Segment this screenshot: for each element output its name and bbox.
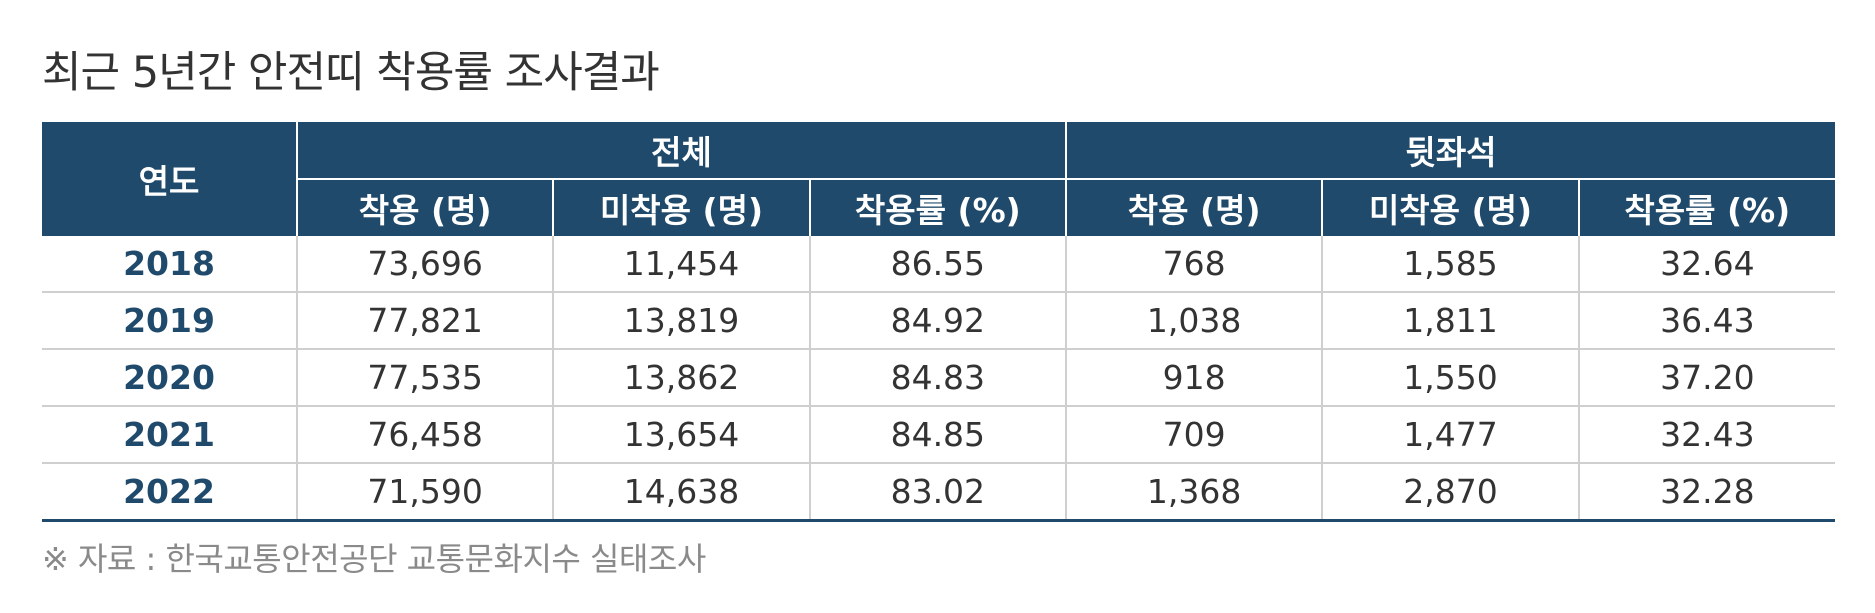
year-column-header: 연도 bbox=[42, 122, 297, 236]
cell-total-not-worn: 13,862 bbox=[552, 349, 810, 407]
table-row: 2020 77,535 13,862 84.83 918 1,550 37.20 bbox=[42, 349, 1836, 407]
cell-total-rate: 84.92 bbox=[808, 292, 1066, 350]
cell-rear-rate: 32.64 bbox=[1577, 236, 1836, 293]
cell-total-not-worn: 13,819 bbox=[552, 292, 810, 350]
cell-rear-rate: 36.43 bbox=[1577, 292, 1836, 350]
cell-total-not-worn: 13,654 bbox=[552, 406, 810, 464]
table-row: 2022 71,590 14,638 83.02 1,368 2,870 32.… bbox=[42, 463, 1836, 522]
table-body: 2018 73,696 11,454 86.55 768 1,585 32.64… bbox=[42, 236, 1836, 522]
cell-total-worn: 77,821 bbox=[295, 292, 554, 350]
year-cell: 2022 bbox=[42, 463, 297, 522]
table-header: 연도 전체 뒷좌석 착용 (명) 미착용 (명) 착용률 (%) 착용 (명) … bbox=[42, 122, 1836, 236]
year-cell: 2020 bbox=[42, 349, 297, 407]
table-row: 2021 76,458 13,654 84.85 709 1,477 32.43 bbox=[42, 406, 1836, 464]
group-header-rear-seat: 뒷좌석 bbox=[1064, 122, 1836, 179]
cell-total-worn: 77,535 bbox=[295, 349, 554, 407]
group-header-total: 전체 bbox=[296, 122, 1066, 179]
cell-rear-not-worn: 1,811 bbox=[1321, 292, 1579, 350]
cell-total-rate: 83.02 bbox=[808, 463, 1066, 522]
cell-total-worn: 73,696 bbox=[295, 236, 554, 293]
source-note: ※ 자료 : 한국교통안전공단 교통문화지수 실태조사 bbox=[42, 540, 706, 578]
cell-total-not-worn: 14,638 bbox=[552, 463, 810, 522]
cell-rear-worn: 918 bbox=[1064, 349, 1323, 407]
cell-rear-worn: 1,368 bbox=[1064, 463, 1323, 522]
cell-total-rate: 84.83 bbox=[808, 349, 1066, 407]
cell-rear-worn: 768 bbox=[1064, 236, 1323, 293]
cell-total-not-worn: 11,454 bbox=[552, 236, 810, 293]
cell-rear-rate: 32.43 bbox=[1577, 406, 1836, 464]
cell-rear-not-worn: 1,550 bbox=[1321, 349, 1579, 407]
cell-total-worn: 71,590 bbox=[295, 463, 554, 522]
sub-header-total-not-worn: 미착용 (명) bbox=[552, 178, 810, 236]
cell-rear-worn: 1,038 bbox=[1064, 292, 1323, 350]
cell-total-rate: 86.55 bbox=[808, 236, 1066, 293]
sub-header-total-rate: 착용률 (%) bbox=[808, 178, 1066, 236]
year-cell: 2018 bbox=[42, 236, 297, 293]
cell-rear-not-worn: 1,585 bbox=[1321, 236, 1579, 293]
cell-rear-worn: 709 bbox=[1064, 406, 1323, 464]
cell-rear-rate: 32.28 bbox=[1577, 463, 1836, 522]
cell-total-worn: 76,458 bbox=[295, 406, 554, 464]
cell-rear-not-worn: 2,870 bbox=[1321, 463, 1579, 522]
table-row: 2019 77,821 13,819 84.92 1,038 1,811 36.… bbox=[42, 292, 1836, 350]
year-cell: 2021 bbox=[42, 406, 297, 464]
sub-header-rear-not-worn: 미착용 (명) bbox=[1321, 178, 1579, 236]
seatbelt-table: 연도 전체 뒷좌석 착용 (명) 미착용 (명) 착용률 (%) 착용 (명) … bbox=[42, 122, 1836, 522]
cell-total-rate: 84.85 bbox=[808, 406, 1066, 464]
table-row: 2018 73,696 11,454 86.55 768 1,585 32.64 bbox=[42, 236, 1836, 293]
page-title: 최근 5년간 안전띠 착용률 조사결과 bbox=[42, 48, 660, 98]
sub-header-rear-worn: 착용 (명) bbox=[1064, 178, 1323, 236]
sub-header-total-worn: 착용 (명) bbox=[295, 178, 554, 236]
year-cell: 2019 bbox=[42, 292, 297, 350]
cell-rear-not-worn: 1,477 bbox=[1321, 406, 1579, 464]
sub-header-rear-rate: 착용률 (%) bbox=[1577, 178, 1836, 236]
cell-rear-rate: 37.20 bbox=[1577, 349, 1836, 407]
